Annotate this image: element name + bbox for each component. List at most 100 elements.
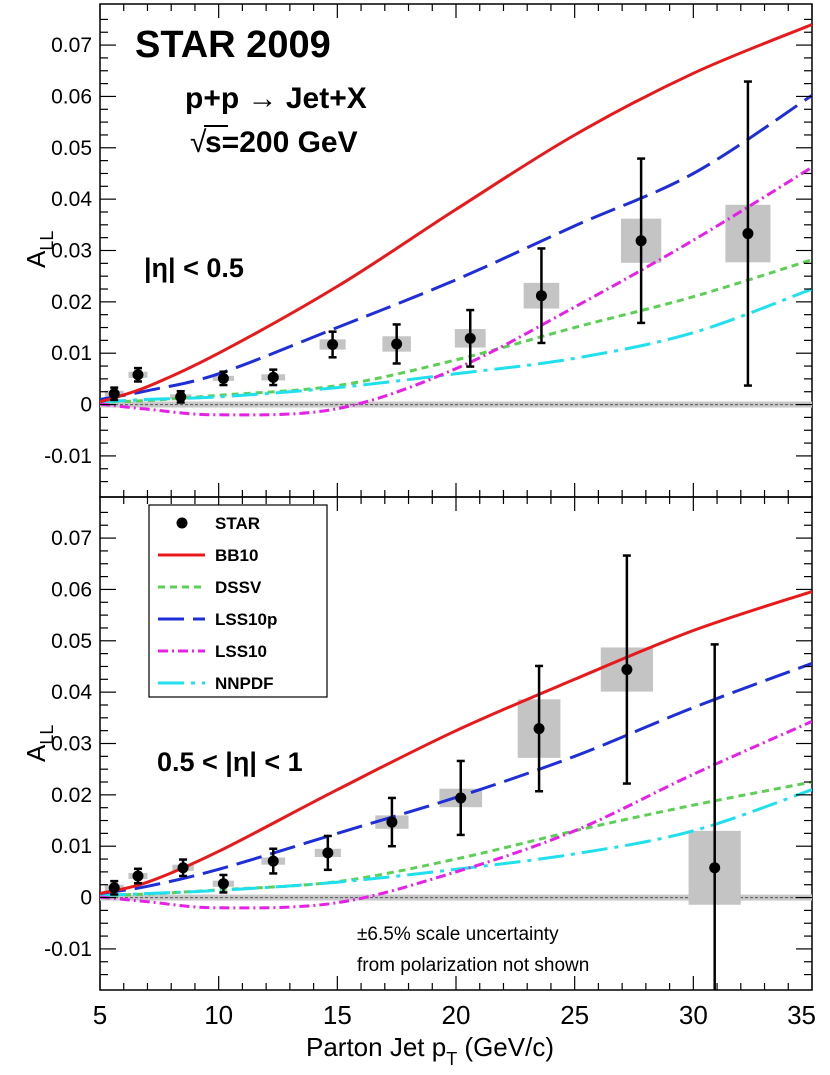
bottom-theory-curves: [100, 590, 812, 910]
y-tick-label: 0: [80, 887, 92, 910]
data-point-8: [535, 290, 547, 302]
bottom-y-tick-labels: 0.07 0.06 0.05 0.04 0.03 0.02 0.01 0 -0.01: [44, 527, 92, 961]
data-point-2: [175, 391, 187, 403]
x-tick-label: 20: [442, 1000, 471, 1030]
data-point-10: [742, 228, 754, 240]
x-axis-title: Parton Jet pT (GeV/c): [306, 1032, 554, 1069]
top-panel: 0.07 0.06 0.05 0.04 0.03 0.02 0.01 0 -0.01 STAR …: [21, 3, 813, 498]
data-point-7: [455, 792, 467, 804]
curve-dssv: [100, 258, 812, 404]
top-y-title-main: A: [21, 250, 51, 268]
x-title-sub: T: [446, 1049, 457, 1069]
y-tick-label: -0.01: [44, 938, 92, 961]
note-line-2: from polarization not shown: [357, 955, 589, 976]
y-tick-label: 0.07: [51, 527, 92, 550]
bottom-y-title-main: A: [21, 744, 51, 762]
top-data-points: [108, 80, 754, 404]
top-region-label: |η| < 0.5: [144, 253, 244, 283]
data-point-1: [132, 369, 144, 381]
bottom-y-title-sub: LL: [37, 725, 57, 745]
top-y-tick-labels: 0.07 0.06 0.05 0.04 0.03 0.02 0.01 0 -0.01: [44, 34, 92, 468]
x-tick-label: 30: [679, 1000, 708, 1030]
svg-text:ALL: ALL: [21, 231, 57, 268]
y-tick-label: 0.02: [51, 291, 92, 314]
y-tick-label: 0.06: [51, 578, 92, 601]
x-tick-label: 5: [93, 1000, 107, 1030]
curve-bb10: [100, 23, 812, 404]
data-point-7: [464, 332, 476, 344]
y-tick-label: 0.03: [51, 733, 92, 756]
x-tick-label: 35: [787, 1000, 816, 1030]
data-point-0: [108, 882, 120, 894]
top-zero-band: [100, 401, 812, 408]
x-title-main: Parton Jet p: [306, 1032, 446, 1062]
y-tick-label: 0.01: [51, 342, 92, 365]
x-tick-label: 25: [560, 1000, 589, 1030]
y-tick-label: 0.07: [51, 34, 92, 57]
legend-box: [148, 504, 328, 698]
top-y-axis-title: ALL: [21, 231, 57, 268]
x-tick-label: 15: [323, 1000, 352, 1030]
curve-bb10: [100, 590, 812, 895]
data-point-6: [391, 338, 403, 350]
legend-label-star: STAR: [215, 514, 260, 533]
data-point-3: [217, 878, 229, 890]
data-point-8: [533, 723, 545, 735]
x-tick-label: 10: [204, 1000, 233, 1030]
y-tick-label: 0.04: [51, 188, 92, 211]
curve-lss10: [100, 720, 812, 910]
legend-label-nnpdf: NNPDF: [215, 674, 274, 693]
process-label: p+p → Jet+X: [185, 82, 367, 115]
data-point-2: [177, 862, 189, 874]
energy-label: s=200 GeV: [205, 126, 358, 159]
legend: STAR BB10 DSSV LSS10p LSS10 NNPDF: [148, 504, 328, 698]
legend-label-dssv: DSSV: [215, 578, 262, 597]
curve-lss10p: [100, 94, 812, 401]
figure-title: STAR 2009: [135, 24, 331, 66]
top-panel-frame: [99, 3, 813, 498]
legend-label-lss10p: LSS10p: [215, 610, 277, 629]
y-tick-label: 0.04: [51, 681, 92, 704]
data-point-9: [635, 235, 647, 247]
y-tick-label: 0.05: [51, 137, 92, 160]
bottom-axis-ticks: [99, 497, 813, 990]
data-point-3: [217, 372, 229, 384]
curve-dssv: [100, 780, 812, 897]
y-tick-label: 0.01: [51, 835, 92, 858]
legend-entries: STAR BB10 DSSV LSS10p LSS10 NNPDF: [158, 514, 277, 693]
y-tick-label: 0.05: [51, 630, 92, 653]
x-title-unit: (GeV/c): [457, 1032, 554, 1062]
data-point-0: [108, 388, 120, 400]
curve-lss10: [100, 166, 812, 417]
y-tick-label: -0.01: [44, 445, 92, 468]
data-point-4: [267, 855, 279, 867]
energy-root-symbol: √: [190, 126, 207, 159]
data-point-1: [132, 870, 144, 882]
bottom-data-points: [108, 554, 721, 990]
data-point-5: [327, 338, 339, 350]
data-point-5: [322, 847, 334, 859]
bottom-region-label: 0.5 < |η| < 1: [157, 747, 303, 777]
top-theory-curves: [100, 23, 812, 417]
legend-label-lss10: LSS10: [215, 642, 267, 661]
data-point-4: [267, 371, 279, 383]
curve-nnpdf: [100, 788, 812, 897]
top-y-title-sub: LL: [37, 231, 57, 251]
y-tick-label: 0.06: [51, 85, 92, 108]
bottom-panel: 0.07 0.06 0.05 0.04 0.03 0.02 0.01 0 -0.01 5 10 15…: [21, 496, 816, 1069]
y-tick-label: 0: [80, 394, 92, 417]
bottom-y-axis-title: ALL: [21, 725, 57, 762]
legend-marker-star: [176, 517, 188, 529]
data-point-6: [386, 816, 398, 828]
svg-text:ALL: ALL: [21, 725, 57, 762]
data-point-9: [621, 664, 633, 676]
legend-label-bb10: BB10: [215, 546, 258, 565]
bottom-zero-band: [100, 894, 812, 901]
x-tick-labels: 5 10 15 20 25 30 35: [93, 1000, 816, 1030]
y-tick-label: 0.03: [51, 240, 92, 263]
y-tick-label: 0.02: [51, 784, 92, 807]
note-line-1: ±6.5% scale uncertainty: [357, 924, 559, 945]
data-point-10: [709, 862, 721, 874]
curve-lss10p: [100, 661, 812, 895]
